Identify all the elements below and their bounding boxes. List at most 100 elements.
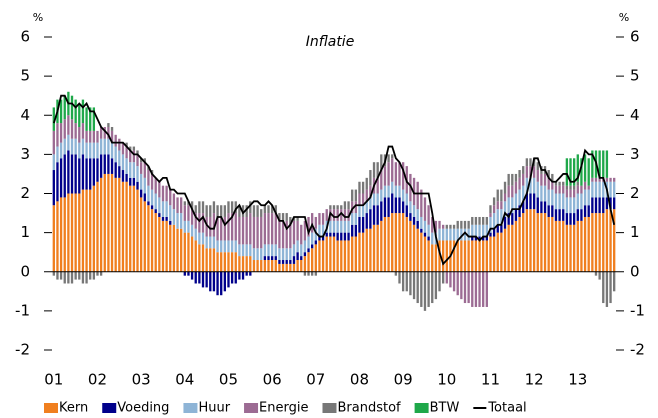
- bar-segment: [234, 240, 237, 253]
- bar-segment: [405, 193, 408, 206]
- bar-segment: [391, 154, 394, 159]
- bar-segment: [591, 213, 594, 272]
- bar-segment: [485, 236, 488, 241]
- bar-segment: [500, 232, 503, 272]
- bar-segment: [492, 213, 496, 229]
- bar-segment: [161, 220, 165, 272]
- bar-segment: [591, 197, 594, 214]
- bar-segment: [518, 205, 521, 217]
- bar-segment: [209, 271, 212, 292]
- x-tick-label: 05: [219, 371, 238, 389]
- bar-segment: [572, 197, 576, 214]
- bar-segment: [340, 220, 343, 233]
- bar-segment: [212, 236, 216, 249]
- bar-segment: [532, 209, 536, 272]
- legend-swatch: [102, 403, 117, 413]
- y-tick-label: 0: [20, 262, 30, 280]
- x-tick-label: 12: [525, 371, 544, 389]
- bar-segment: [303, 271, 307, 276]
- bar-segment: [609, 271, 612, 304]
- bar-segment: [340, 232, 343, 241]
- bar-segment: [354, 201, 357, 214]
- bar-segment: [336, 220, 339, 233]
- bar-segment: [354, 213, 357, 225]
- bar-segment: [205, 236, 208, 249]
- bar-segment: [420, 216, 423, 229]
- bar-segment: [201, 244, 205, 272]
- bar-segment: [278, 248, 281, 261]
- bar-segment: [416, 228, 419, 272]
- bar-segment: [416, 271, 419, 304]
- y2-tick-label: 2: [630, 184, 640, 202]
- bar-segment: [343, 201, 347, 210]
- bar-segment: [376, 177, 379, 194]
- bar-segment: [67, 115, 70, 135]
- bar-segment: [281, 213, 285, 221]
- bar-segment: [405, 271, 408, 292]
- bar-segment: [78, 126, 81, 143]
- bar-segment: [572, 185, 576, 190]
- bar-segment: [540, 185, 543, 202]
- bar-segment: [361, 216, 365, 233]
- bar-segment: [340, 209, 343, 221]
- bar-segment: [274, 213, 277, 245]
- bar-segment: [289, 260, 292, 264]
- bar-segment: [296, 240, 299, 253]
- bar-segment: [449, 228, 452, 241]
- bar-segment: [263, 256, 267, 261]
- bar-segment: [129, 177, 132, 186]
- legend-label: Totaal: [487, 401, 526, 416]
- bar-segment: [536, 181, 539, 198]
- bar-segment: [401, 271, 405, 292]
- y2-tick-label: 4: [630, 106, 640, 124]
- bar-segment: [474, 224, 478, 237]
- bar-segment: [485, 224, 488, 237]
- bar-segment: [187, 232, 190, 272]
- bar-segment: [107, 154, 110, 174]
- bar-segment: [441, 224, 445, 229]
- bar-segment: [416, 209, 419, 221]
- bar-segment: [92, 185, 96, 272]
- bar-segment: [176, 197, 179, 214]
- bar-segment: [238, 216, 241, 245]
- bar-segment: [132, 177, 136, 186]
- bar-segment: [285, 260, 288, 264]
- bar-segment: [500, 224, 503, 233]
- bar-segment: [543, 185, 547, 202]
- bar-segment: [605, 177, 609, 182]
- bar-segment: [223, 216, 227, 241]
- bar-segment: [212, 271, 216, 292]
- bar-segment: [438, 240, 441, 272]
- bar-segment: [52, 205, 55, 272]
- bar-segment: [583, 216, 587, 272]
- bar-segment: [387, 185, 390, 198]
- bar-segment: [452, 240, 456, 272]
- bar-segment: [270, 256, 274, 261]
- bar-segment: [532, 177, 536, 194]
- bar-segment: [296, 260, 299, 272]
- bar-segment: [609, 181, 612, 198]
- bar-segment: [89, 130, 92, 143]
- bar-segment: [59, 158, 63, 198]
- legend-label: Huur: [198, 401, 230, 416]
- bar-segment: [190, 224, 194, 237]
- bar-segment: [92, 271, 96, 280]
- bar-segment: [445, 271, 448, 284]
- bar-segment: [92, 107, 96, 131]
- bar-segment: [551, 181, 554, 190]
- bar-segment: [412, 216, 416, 225]
- y2-unit: %: [619, 11, 629, 24]
- bar-segment: [114, 146, 117, 163]
- x-tick-label: 13: [568, 371, 587, 389]
- bar-segment: [463, 271, 467, 304]
- bar-segment: [311, 232, 314, 245]
- bar-segment: [300, 260, 303, 272]
- bar-segment: [121, 181, 125, 272]
- bar-segment: [154, 209, 157, 214]
- bar-segment: [602, 197, 605, 214]
- bar-segment: [205, 216, 208, 237]
- bar-segment: [496, 209, 499, 225]
- bar-segment: [434, 271, 438, 300]
- line: [52, 94, 616, 266]
- bar-segment: [256, 216, 259, 249]
